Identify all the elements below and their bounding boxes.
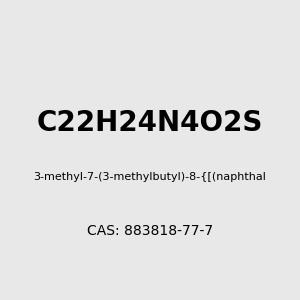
Text: C22H24N4O2S: C22H24N4O2S <box>37 109 263 137</box>
Text: 3-methyl-7-(3-methylbutyl)-8-{[(naphthal: 3-methyl-7-(3-methylbutyl)-8-{[(naphthal <box>34 172 266 182</box>
Text: CAS: 883818-77-7: CAS: 883818-77-7 <box>87 224 213 238</box>
